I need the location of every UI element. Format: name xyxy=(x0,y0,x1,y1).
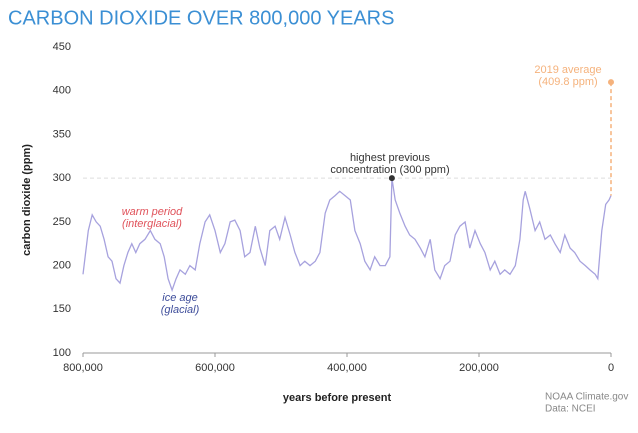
y-tick-label: 150 xyxy=(53,303,71,315)
annotation: ice age xyxy=(162,292,197,304)
highlight-label: (409.8 ppm) xyxy=(538,76,597,88)
source: NOAA Climate.gov xyxy=(545,392,628,403)
x-axis-label: years before present xyxy=(283,392,392,404)
highlight-label: highest previous xyxy=(350,152,431,164)
highlight-point xyxy=(608,79,614,86)
x-tick-label: 400,000 xyxy=(327,362,367,374)
source: Data: NCEI xyxy=(545,404,596,415)
annotation: (interglacial) xyxy=(122,218,182,230)
y-tick-label: 350 xyxy=(53,128,71,140)
y-tick-label: 100 xyxy=(53,347,71,359)
annotation: warm period xyxy=(122,206,183,218)
highlight-label: concentration (300 ppm) xyxy=(330,164,449,176)
y-axis-label: carbon dioxide (ppm) xyxy=(21,144,33,256)
chart-title: CARBON DIOXIDE OVER 800,000 YEARS xyxy=(8,7,394,29)
y-tick-label: 400 xyxy=(53,85,71,97)
annotation: (glacial) xyxy=(161,304,200,316)
x-tick-label: 200,000 xyxy=(459,362,499,374)
x-tick-label: 0 xyxy=(608,362,614,374)
co2-line xyxy=(82,178,612,293)
y-tick-label: 300 xyxy=(53,172,71,184)
y-tick-label: 250 xyxy=(53,216,71,228)
y-tick-label: 200 xyxy=(53,259,71,271)
y-tick-label: 450 xyxy=(53,41,71,53)
x-tick-label: 600,000 xyxy=(195,362,235,374)
highlight-label: 2019 average xyxy=(534,64,601,76)
highlight-point xyxy=(388,175,395,182)
x-tick-label: 800,000 xyxy=(63,362,103,374)
